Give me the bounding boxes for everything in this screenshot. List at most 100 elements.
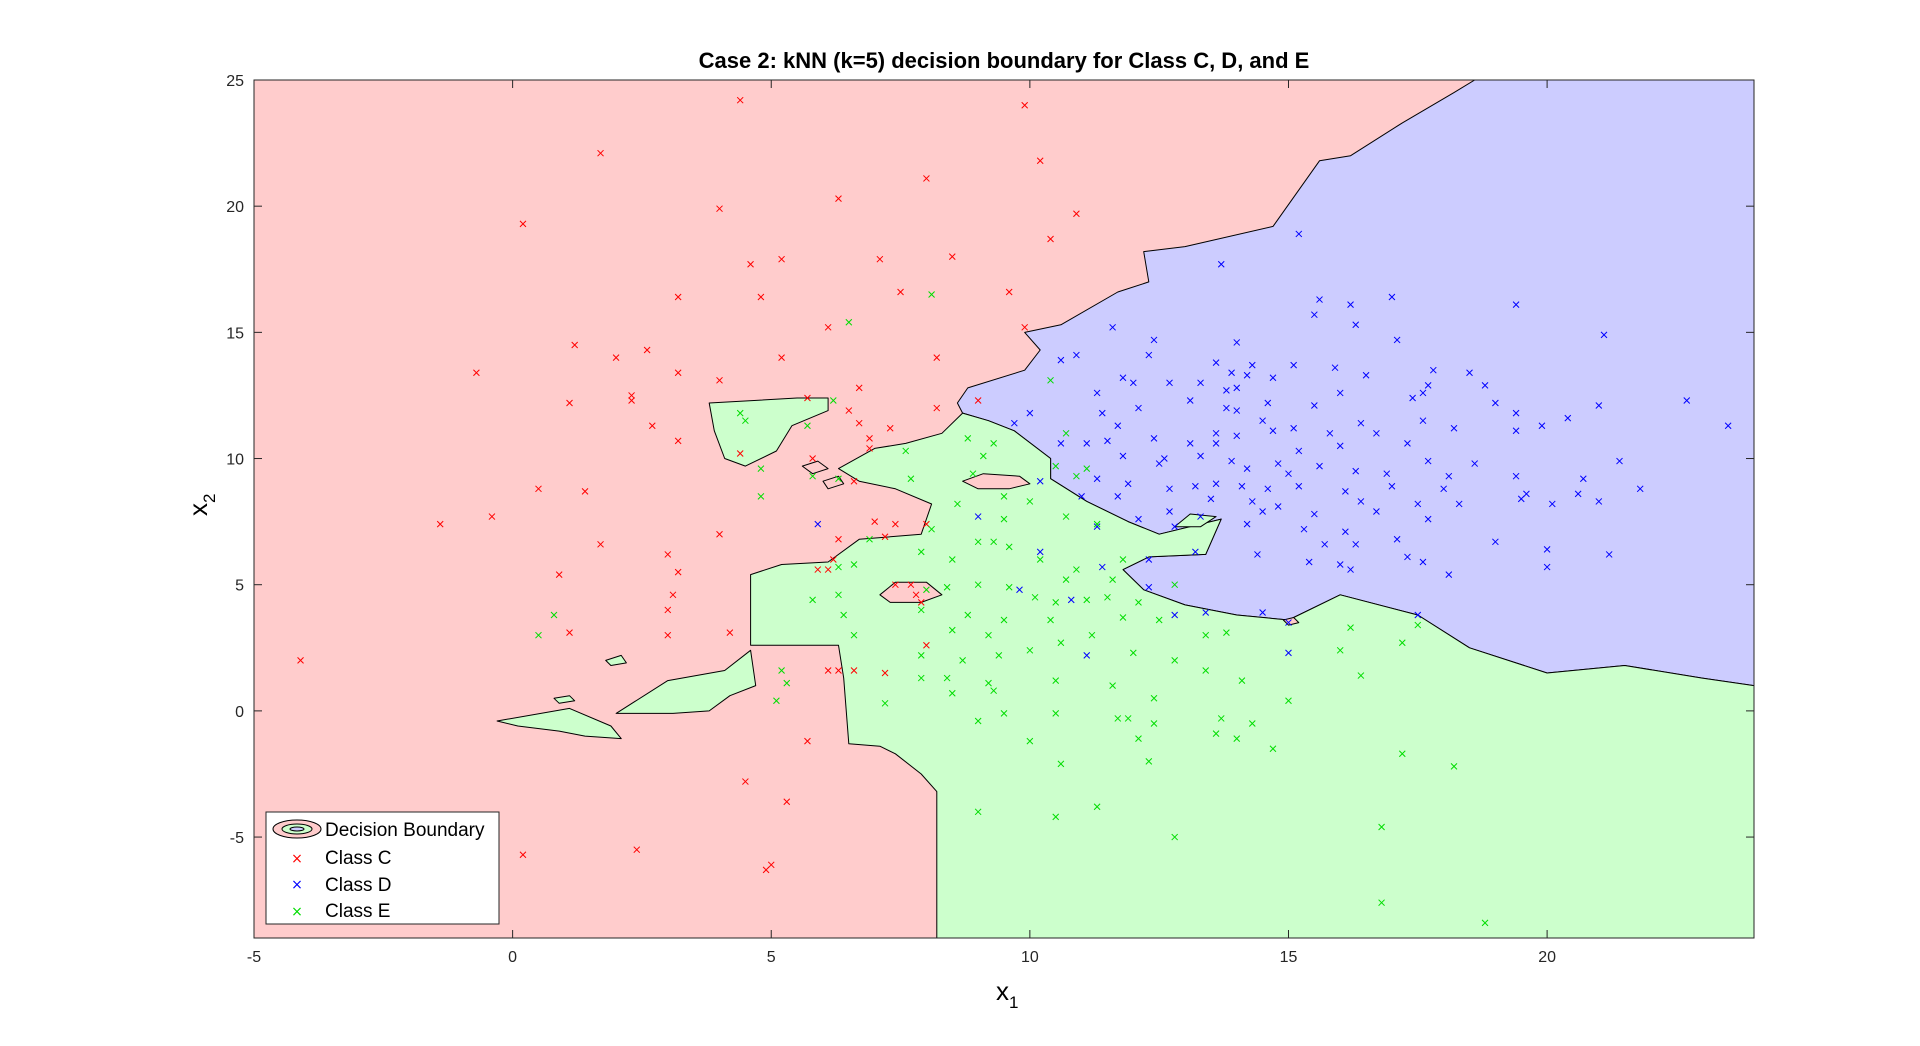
- class-e-point-57: [1047, 616, 1054, 624]
- class-d-point-108: [1114, 493, 1122, 500]
- class-e-point-79: [917, 674, 925, 682]
- class-c-point-34: [933, 404, 941, 412]
- island-class-c-2: [801, 460, 829, 475]
- class-e-point-81: [985, 679, 992, 687]
- legend-label-class-d: Class D: [325, 875, 392, 896]
- class-e-point-114: [1171, 833, 1179, 841]
- class-c-point-40: [886, 424, 894, 432]
- class-e-point-88: [881, 699, 889, 707]
- class-e-point-87: [783, 679, 791, 687]
- class-d-point-36: [1233, 384, 1241, 392]
- class-e-point-117: [1481, 919, 1489, 927]
- class-e-point-83: [1109, 682, 1116, 690]
- legend-decision-boundary-swatch: [272, 819, 322, 839]
- class-d-point-12: [1393, 336, 1401, 344]
- class-d-point-136: [1404, 553, 1411, 561]
- class-d-point-129: [1300, 525, 1308, 533]
- x-axis-label: x1: [996, 976, 1018, 1012]
- class-c-point-25: [473, 369, 480, 377]
- class-d-point-45: [1223, 404, 1230, 412]
- class-e-point-19: [835, 475, 842, 483]
- class-d-point-58: [1269, 427, 1277, 435]
- class-d-point-27: [1197, 379, 1204, 387]
- class-c-point-68: [664, 631, 672, 639]
- class-d-point-126: [1135, 515, 1142, 523]
- class-e-point-115: [1378, 823, 1385, 831]
- class-e-point-7: [1062, 429, 1070, 437]
- class-d-point-49: [1290, 424, 1298, 432]
- class-d-point-17: [1248, 361, 1256, 369]
- class-e-point-85: [1238, 677, 1246, 684]
- class-d-point-21: [1466, 369, 1473, 377]
- class-d-point-54: [1026, 409, 1034, 417]
- legend-label-class-c: Class C: [325, 848, 392, 869]
- class-d-point-65: [1057, 440, 1065, 447]
- class-d-point-74: [1404, 440, 1411, 447]
- class-c-point-82: [767, 861, 775, 869]
- class-d-point-140: [1254, 551, 1261, 558]
- class-d-point-151: [1171, 611, 1179, 619]
- class-e-point-2: [1047, 376, 1054, 384]
- class-c-point-49: [871, 518, 879, 525]
- class-c-point-72: [835, 667, 842, 674]
- island-class-c-0: [879, 581, 943, 603]
- class-d-point-149: [1145, 583, 1153, 591]
- class-d-point-13: [1073, 351, 1080, 359]
- region-class-e-4: [615, 649, 757, 714]
- class-d-point-107: [1078, 493, 1085, 500]
- class-c-point-27: [716, 376, 723, 384]
- class-d-point-118: [1166, 508, 1173, 515]
- legend-marker-class-c: ×: [291, 851, 303, 867]
- class-d-point-137: [1543, 546, 1551, 553]
- class-e-point-33: [1005, 543, 1013, 551]
- class-d-point-6: [1310, 311, 1318, 319]
- class-d-point-153: [1285, 619, 1292, 626]
- class-c-point-77: [804, 737, 811, 745]
- class-c-point-29: [628, 392, 635, 399]
- class-c-point-50: [923, 520, 930, 528]
- chart-title: Case 2: kNN (k=5) decision boundary for …: [699, 48, 1310, 73]
- class-e-point-14: [969, 470, 977, 478]
- class-c-point-65: [669, 591, 677, 599]
- class-e-point-92: [1285, 697, 1292, 705]
- class-e-point-58: [1119, 614, 1127, 621]
- class-e-point-96: [1052, 710, 1060, 717]
- class-d-point-152: [1259, 609, 1266, 616]
- y-axis-label-subscript: 2: [200, 494, 219, 503]
- class-c-point-9: [1047, 235, 1054, 243]
- class-e-point-3: [829, 397, 837, 404]
- class-c-point-60: [555, 571, 563, 578]
- class-d-point-2: [1316, 296, 1323, 303]
- class-d-point-23: [1362, 371, 1370, 379]
- class-d-point-109: [1207, 495, 1215, 503]
- class-e-point-68: [1347, 624, 1354, 631]
- class-e-point-69: [1414, 621, 1422, 629]
- class-d-point-114: [1455, 500, 1463, 508]
- class-c-point-21: [612, 354, 620, 361]
- decision-regions: [496, 80, 1754, 938]
- class-e-point-61: [535, 631, 542, 639]
- class-c-point-59: [824, 566, 832, 573]
- region-class-e-6: [553, 695, 576, 704]
- class-d-point-110: [1248, 498, 1256, 505]
- class-e-point-11: [979, 452, 987, 460]
- class-d-point-76: [1160, 455, 1168, 462]
- class-e-point-77: [1398, 639, 1406, 647]
- class-e-point-52: [1135, 599, 1142, 606]
- class-e-point-45: [923, 586, 930, 594]
- class-d-point-81: [1424, 457, 1432, 465]
- class-e-point-59: [1155, 616, 1163, 624]
- class-e-point-75: [1171, 657, 1179, 664]
- class-c-point-71: [923, 641, 930, 649]
- class-e-point-10: [902, 447, 910, 455]
- class-c-point-56: [664, 551, 672, 558]
- class-c-point-26: [674, 369, 682, 377]
- y-tick-label-6: 25: [226, 73, 244, 90]
- class-c-point-75: [881, 669, 889, 677]
- legend-label-class-e: Class E: [325, 901, 390, 922]
- class-c-point-38: [674, 437, 682, 445]
- class-d-point-157: [1067, 596, 1075, 604]
- class-c-point-45: [535, 485, 542, 493]
- class-c-point-20: [571, 341, 579, 349]
- class-d-point-115: [1517, 495, 1525, 503]
